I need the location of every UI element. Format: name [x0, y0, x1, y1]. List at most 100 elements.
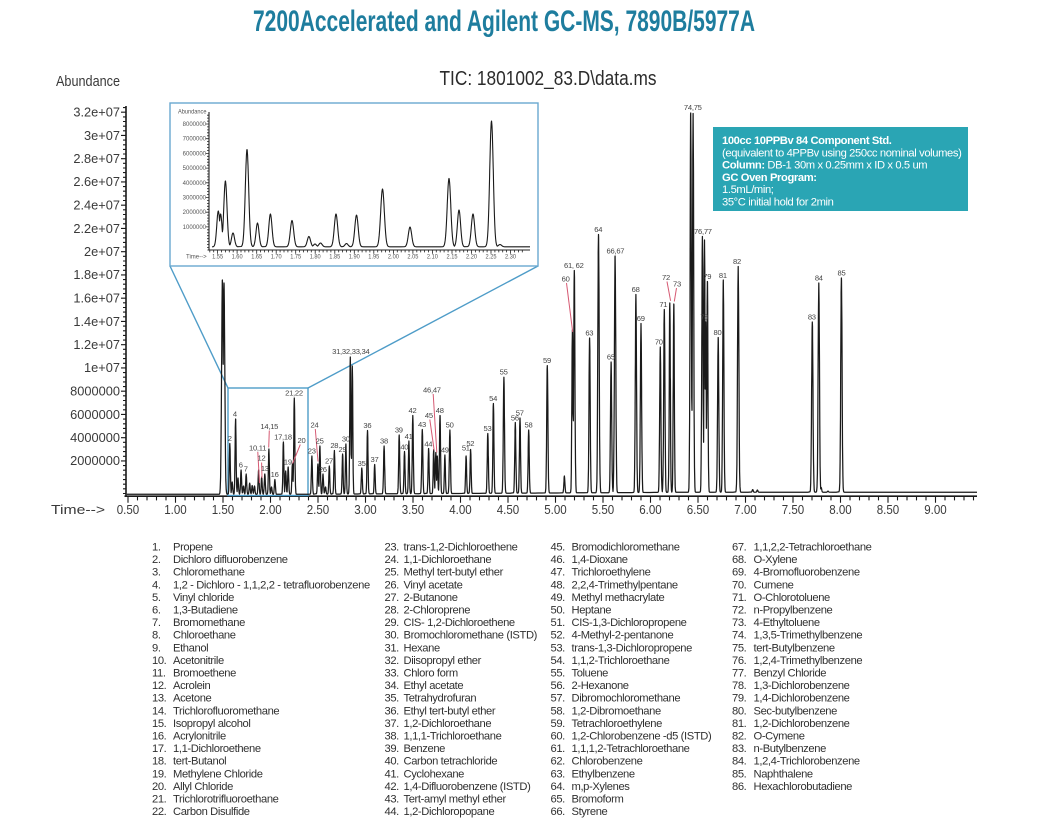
- svg-text:3.: 3.: [152, 567, 161, 579]
- svg-text:49: 49: [441, 446, 449, 455]
- svg-text:4: 4: [233, 410, 237, 419]
- svg-text:100cc 10PPBv 84 Component Std.: 100cc 10PPBv 84 Component Std.: [722, 135, 892, 147]
- svg-text:74.: 74.: [732, 630, 747, 642]
- svg-text:67.: 67.: [732, 542, 747, 554]
- svg-text:49.: 49.: [551, 592, 566, 604]
- svg-text:5.: 5.: [152, 592, 161, 604]
- svg-text:60.: 60.: [551, 731, 566, 743]
- svg-text:Methyl methacrylate: Methyl methacrylate: [572, 592, 665, 604]
- svg-text:19: 19: [284, 458, 292, 467]
- svg-text:O-Xylene: O-Xylene: [754, 554, 798, 566]
- svg-text:1.2e+07: 1.2e+07: [73, 337, 120, 352]
- svg-text:Allyl Chloride: Allyl Chloride: [173, 781, 233, 793]
- svg-text:1,2-Chlorobenzene -d5 (ISTD): 1,2-Chlorobenzene -d5 (ISTD): [572, 731, 712, 743]
- svg-text:17,18: 17,18: [274, 433, 292, 442]
- svg-text:Benzyl Chloride: Benzyl Chloride: [754, 668, 827, 680]
- svg-text:Ethyl tert-butyl ether: Ethyl tert-butyl ether: [404, 705, 496, 717]
- svg-text:4.50: 4.50: [497, 502, 520, 517]
- svg-text:73: 73: [673, 280, 681, 289]
- svg-text:n-Butylbenzene: n-Butylbenzene: [754, 743, 827, 755]
- svg-text:2.4e+07: 2.4e+07: [73, 198, 120, 213]
- svg-text:79.: 79.: [732, 693, 747, 705]
- svg-text:38.: 38.: [385, 731, 400, 743]
- svg-text:1,1,1,2-Tetrachloroethane: 1,1,1,2-Tetrachloroethane: [572, 743, 690, 755]
- svg-text:Sec-butylbenzene: Sec-butylbenzene: [754, 705, 838, 717]
- svg-text:1,2-Dichloroethane: 1,2-Dichloroethane: [404, 718, 492, 730]
- svg-text:1,1,2-Trichloroethane: 1,1,2-Trichloroethane: [572, 655, 670, 667]
- svg-text:46,47: 46,47: [423, 386, 441, 395]
- svg-text:1e+07: 1e+07: [84, 360, 120, 375]
- svg-text:2.2e+07: 2.2e+07: [73, 221, 120, 236]
- svg-text:1,1-Dichloroethene: 1,1-Dichloroethene: [173, 743, 261, 755]
- svg-text:9.: 9.: [152, 642, 161, 654]
- svg-text:9.00: 9.00: [924, 502, 947, 517]
- svg-text:85: 85: [838, 269, 846, 278]
- svg-text:Tetrachloroethylene: Tetrachloroethylene: [572, 718, 663, 730]
- svg-text:Vinyl acetate: Vinyl acetate: [404, 579, 463, 591]
- svg-text:40: 40: [400, 443, 408, 452]
- svg-text:Methyl tert-butyl ether: Methyl tert-butyl ether: [404, 567, 504, 579]
- svg-text:72: 72: [662, 273, 670, 282]
- svg-text:1,3,5-Trimethylbenzene: 1,3,5-Trimethylbenzene: [754, 630, 863, 642]
- svg-text:1.8e+07: 1.8e+07: [73, 267, 120, 282]
- svg-text:Hexane: Hexane: [404, 642, 440, 654]
- svg-text:Hexachlorobutadiene: Hexachlorobutadiene: [754, 781, 853, 793]
- svg-text:Cyclohexane: Cyclohexane: [404, 768, 465, 780]
- svg-text:44.: 44.: [385, 806, 400, 818]
- svg-text:1,2-Dichlorobenzene: 1,2-Dichlorobenzene: [754, 718, 850, 730]
- svg-text:6.50: 6.50: [687, 502, 710, 517]
- svg-text:2000000: 2000000: [70, 453, 120, 468]
- svg-text:Styrene: Styrene: [572, 806, 608, 818]
- svg-text:Isopropyl alcohol: Isopropyl alcohol: [173, 718, 251, 730]
- svg-text:29: 29: [339, 445, 347, 454]
- svg-text:7: 7: [244, 465, 248, 474]
- svg-text:52.: 52.: [551, 630, 566, 642]
- svg-text:56: 56: [511, 413, 519, 422]
- svg-text:59.: 59.: [551, 718, 566, 730]
- svg-text:1,2 - Dichloro - 1,1,2,2 - tet: 1,2 - Dichloro - 1,1,2,2 - tetrafluorobe…: [173, 579, 370, 591]
- svg-text:84.: 84.: [732, 756, 747, 768]
- svg-text:1.90: 1.90: [349, 255, 361, 261]
- svg-text:Acrolein: Acrolein: [173, 680, 211, 692]
- svg-text:1.70: 1.70: [271, 255, 283, 261]
- svg-text:12: 12: [258, 454, 266, 463]
- svg-text:37: 37: [371, 455, 379, 464]
- svg-text:8000000: 8000000: [70, 384, 120, 399]
- svg-text:27.: 27.: [385, 592, 400, 604]
- svg-text:14.: 14.: [152, 705, 167, 717]
- svg-text:24: 24: [311, 421, 319, 430]
- svg-text:CIS-1,3-Dichloropropene: CIS-1,3-Dichloropropene: [572, 617, 687, 629]
- svg-text:22.: 22.: [152, 806, 167, 818]
- svg-text:31,32,33,34: 31,32,33,34: [332, 347, 369, 356]
- svg-text:76,77: 76,77: [694, 227, 712, 236]
- svg-text:7.: 7.: [152, 617, 161, 629]
- svg-text:72.: 72.: [732, 605, 747, 617]
- svg-text:29.: 29.: [385, 617, 400, 629]
- svg-text:54.: 54.: [551, 655, 566, 667]
- svg-text:2: 2: [228, 434, 232, 443]
- svg-text:2.15: 2.15: [447, 255, 459, 261]
- svg-text:Carbon tetrachloride: Carbon tetrachloride: [404, 756, 498, 768]
- svg-text:25: 25: [316, 437, 324, 446]
- svg-text:6.: 6.: [152, 605, 161, 617]
- svg-text:Bromomethane: Bromomethane: [173, 617, 245, 629]
- svg-text:35.: 35.: [385, 693, 400, 705]
- svg-text:14,15: 14,15: [260, 422, 278, 431]
- svg-text:2-Hexanone: 2-Hexanone: [572, 680, 629, 692]
- svg-text:2.30: 2.30: [505, 255, 517, 261]
- svg-text:CIS- 1,2-Dichloroethene: CIS- 1,2-Dichloroethene: [404, 617, 515, 629]
- svg-text:Benzene: Benzene: [404, 743, 446, 755]
- svg-text:Naphthalene: Naphthalene: [754, 768, 813, 780]
- svg-text:17.: 17.: [152, 743, 167, 755]
- svg-text:36: 36: [363, 421, 371, 430]
- svg-text:2.: 2.: [152, 554, 161, 566]
- svg-text:Acetonitrile: Acetonitrile: [173, 655, 224, 667]
- svg-text:76.: 76.: [732, 655, 747, 667]
- svg-text:2.25: 2.25: [486, 255, 498, 261]
- svg-text:11.: 11.: [152, 668, 166, 680]
- svg-text:48: 48: [436, 406, 444, 415]
- svg-text:58.: 58.: [551, 705, 566, 717]
- svg-text:8.50: 8.50: [877, 502, 900, 517]
- svg-text:57: 57: [516, 409, 524, 418]
- svg-text:1,1,1-Trichloroethane: 1,1,1-Trichloroethane: [404, 731, 502, 743]
